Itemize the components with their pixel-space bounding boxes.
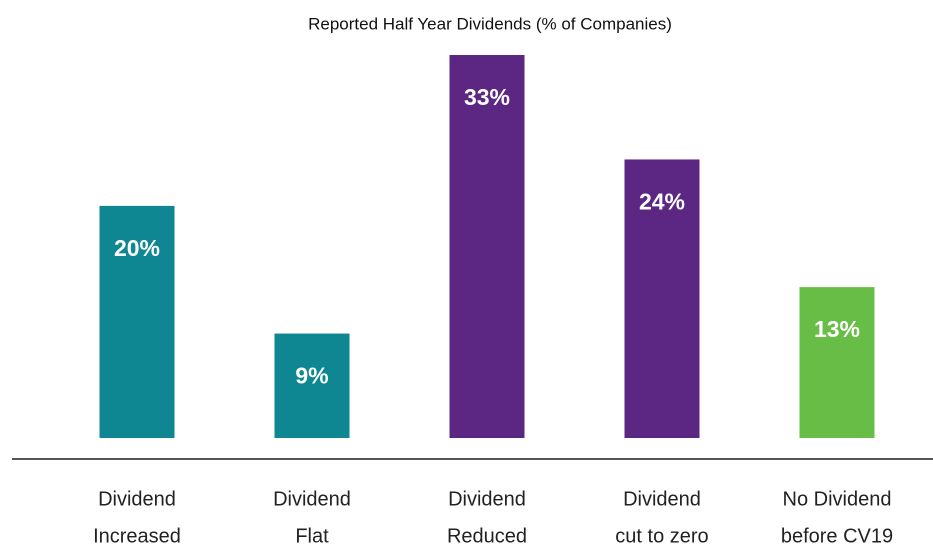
x-tick-label: Increased <box>93 525 181 547</box>
x-tick-label: No Dividend <box>783 488 892 510</box>
x-tick-label: Dividend <box>273 488 351 510</box>
bar <box>799 287 875 438</box>
value-label: 20% <box>114 235 160 261</box>
x-tick-label: cut to zero <box>615 525 708 547</box>
value-label: 13% <box>814 316 860 342</box>
value-label: 24% <box>639 189 685 215</box>
x-tick-label: Flat <box>295 525 329 547</box>
chart-title: Reported Half Year Dividends (% of Compa… <box>308 14 672 33</box>
bar <box>624 159 700 439</box>
x-tick-label: before CV19 <box>781 525 893 547</box>
value-label: 33% <box>464 84 510 110</box>
x-tick-label: Reduced <box>447 525 527 547</box>
x-tick-label: Dividend <box>448 488 526 510</box>
x-tick-label: Dividend <box>623 488 701 510</box>
bar <box>274 333 350 438</box>
bar <box>99 205 175 438</box>
value-label: 9% <box>295 363 328 389</box>
x-tick-label: Dividend <box>98 488 176 510</box>
bar <box>449 55 525 438</box>
